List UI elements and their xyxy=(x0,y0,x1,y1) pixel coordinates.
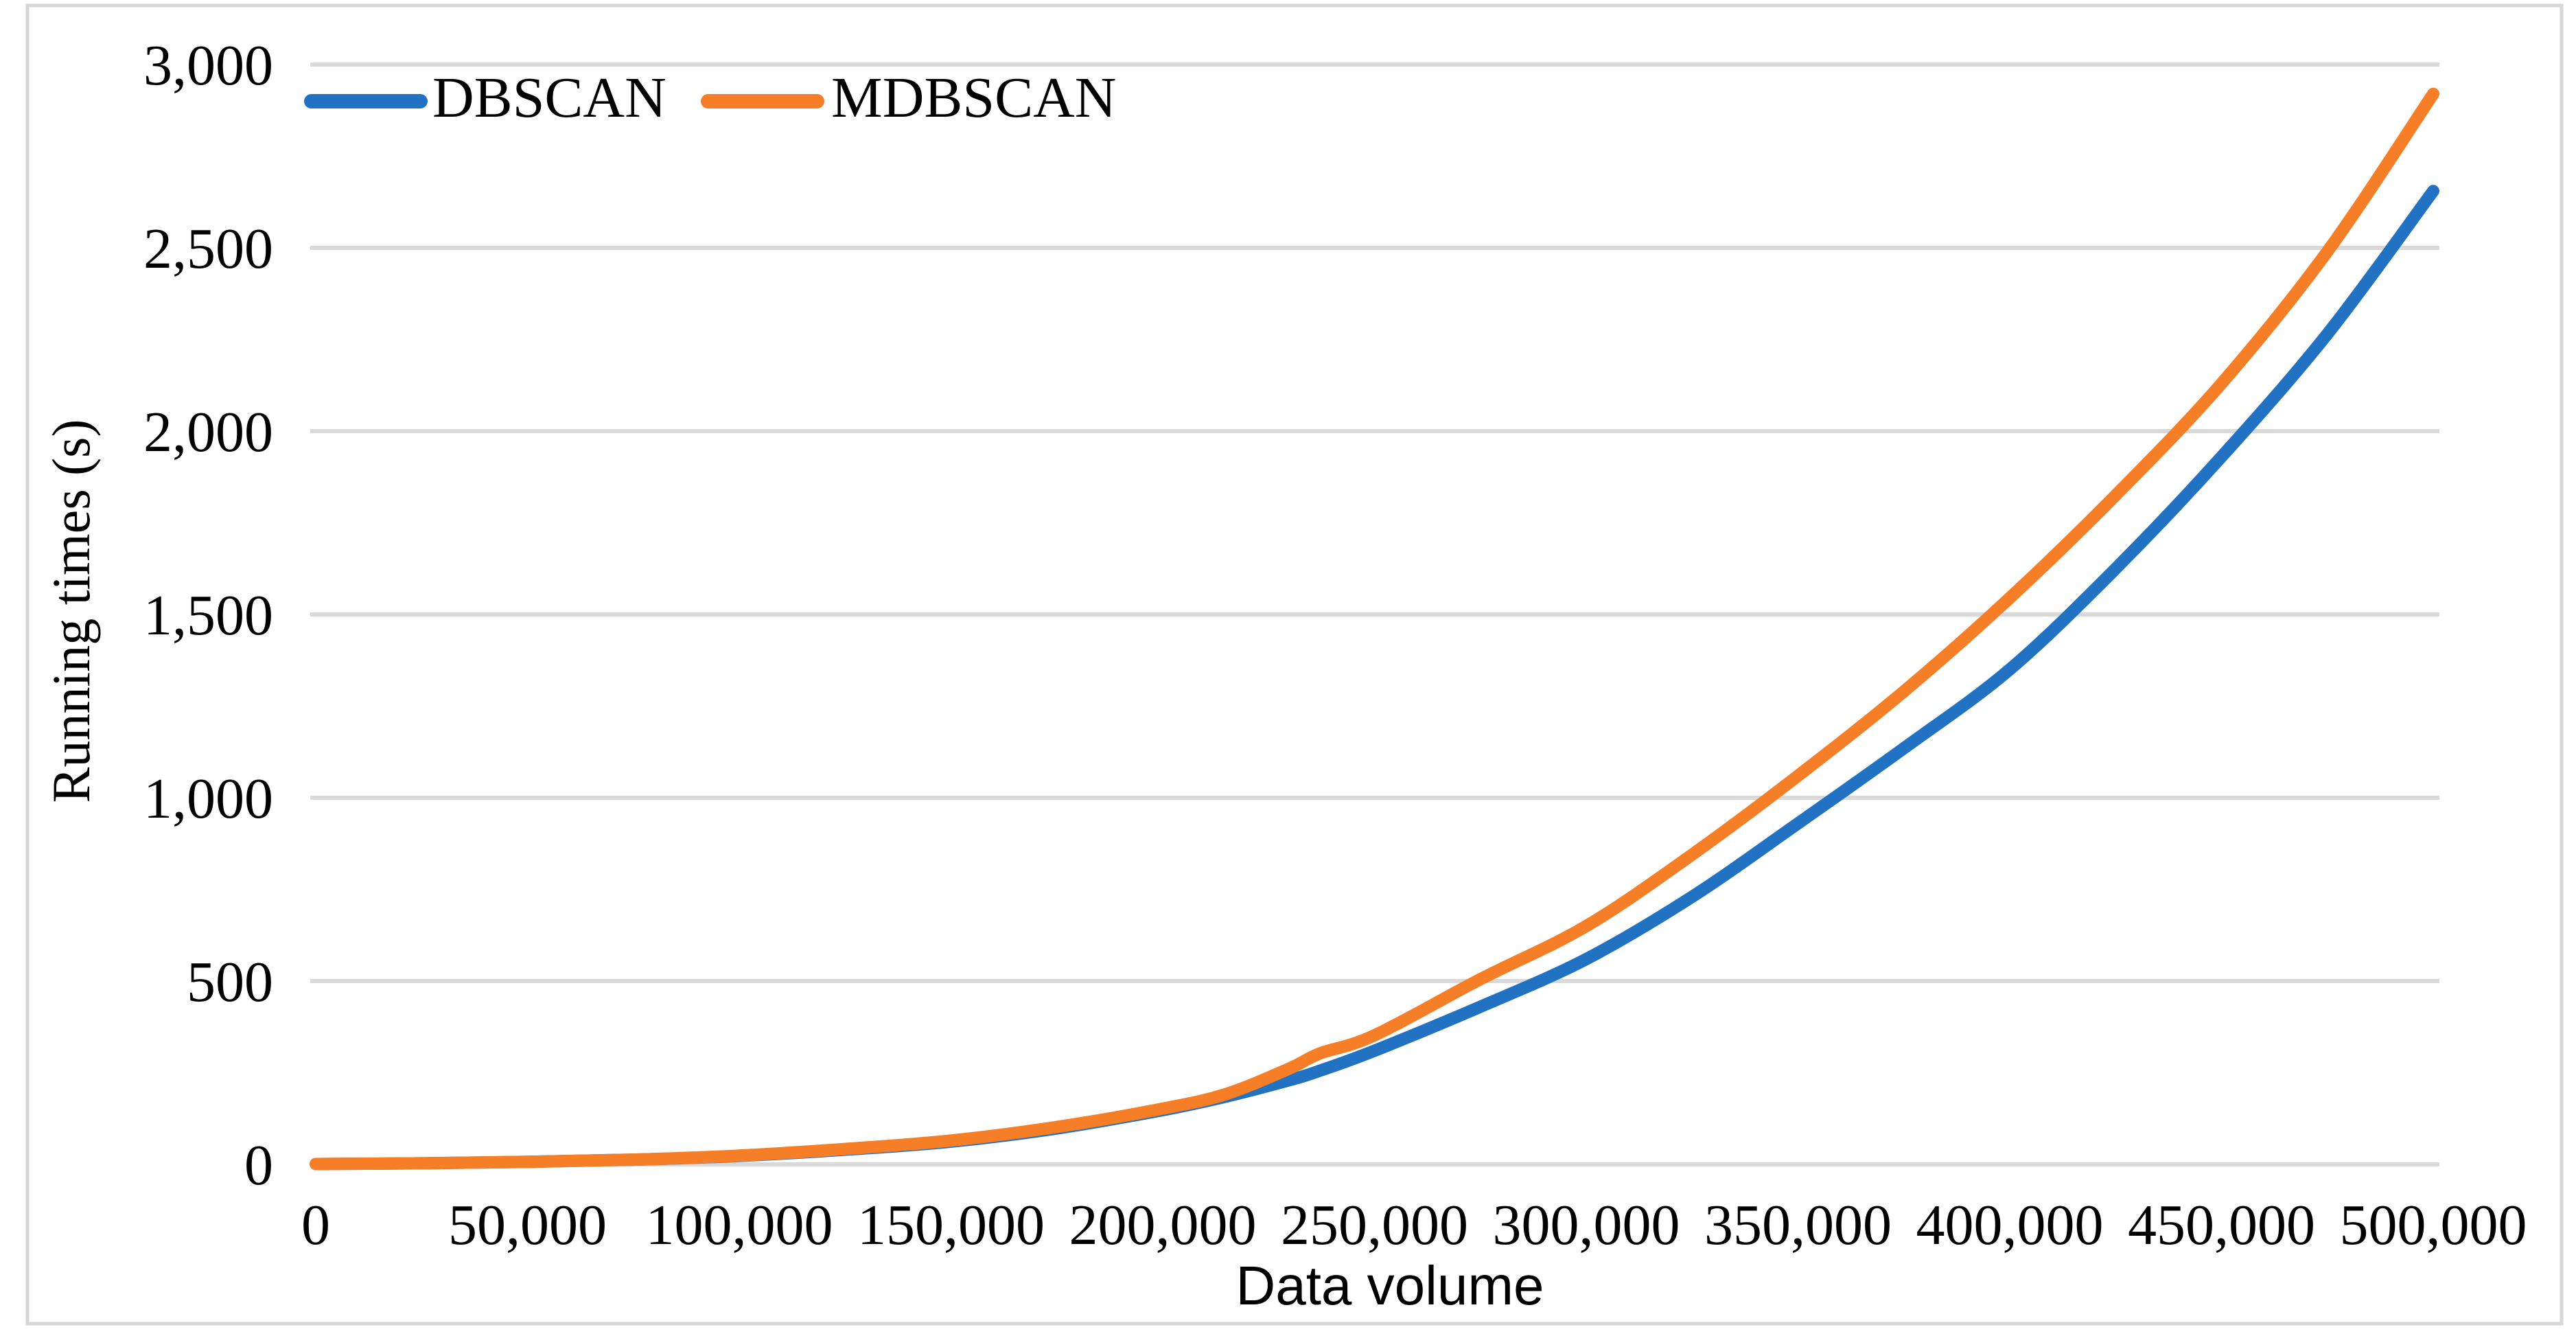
legend-label-mdbscan: MDBSCAN xyxy=(831,66,1116,130)
x-axis-tick-labels: 0 50,000 100,000 150,000 200,000 250,000 300,0… xyxy=(301,1193,2527,1257)
curves xyxy=(310,87,2439,1171)
x-tick-label: 450,000 xyxy=(2128,1193,2315,1257)
y-tick-label: 500 xyxy=(187,950,273,1014)
x-tick-label: 350,000 xyxy=(1704,1193,1892,1257)
x-tick-label: 400,000 xyxy=(1916,1193,2104,1257)
legend-item-mdbscan: MDBSCAN xyxy=(701,66,1116,130)
legend-item-dbscan: DBSCAN xyxy=(304,66,666,130)
figure-border xyxy=(25,3,2564,1326)
legend-label-dbscan: DBSCAN xyxy=(432,66,666,130)
y-tick-label: 2,000 xyxy=(143,400,273,464)
y-axis-title: Running times (s) xyxy=(41,419,101,803)
dbscan-line-swatch xyxy=(304,94,428,108)
y-tick-label: 3,000 xyxy=(143,34,273,97)
dbscan-curve xyxy=(310,185,2439,1171)
y-tick-label: 2,500 xyxy=(143,217,273,281)
x-tick-label: 50,000 xyxy=(448,1193,607,1257)
mdbscan-line-swatch xyxy=(701,94,824,108)
x-tick-label: 500,000 xyxy=(2340,1193,2527,1257)
mdbscan-curve xyxy=(310,87,2439,1171)
y-axis-tick-labels: 0 500 1,000 1,500 2,000 2,500 3,000 xyxy=(143,34,273,1197)
y-tick-label: 0 xyxy=(244,1133,273,1197)
gridlines xyxy=(310,62,2439,1166)
x-tick-label: 200,000 xyxy=(1069,1193,1257,1257)
legend: DBSCAN MDBSCAN xyxy=(304,66,1116,130)
x-tick-label: 150,000 xyxy=(857,1193,1045,1257)
x-tick-label: 250,000 xyxy=(1281,1193,1468,1257)
x-tick-label: 0 xyxy=(301,1193,330,1257)
x-axis-title: Data volume xyxy=(1235,1255,1544,1316)
y-tick-label: 1,000 xyxy=(143,767,273,831)
x-tick-label: 300,000 xyxy=(1493,1193,1680,1257)
x-tick-label: 100,000 xyxy=(646,1193,833,1257)
y-tick-label: 1,500 xyxy=(143,584,273,647)
